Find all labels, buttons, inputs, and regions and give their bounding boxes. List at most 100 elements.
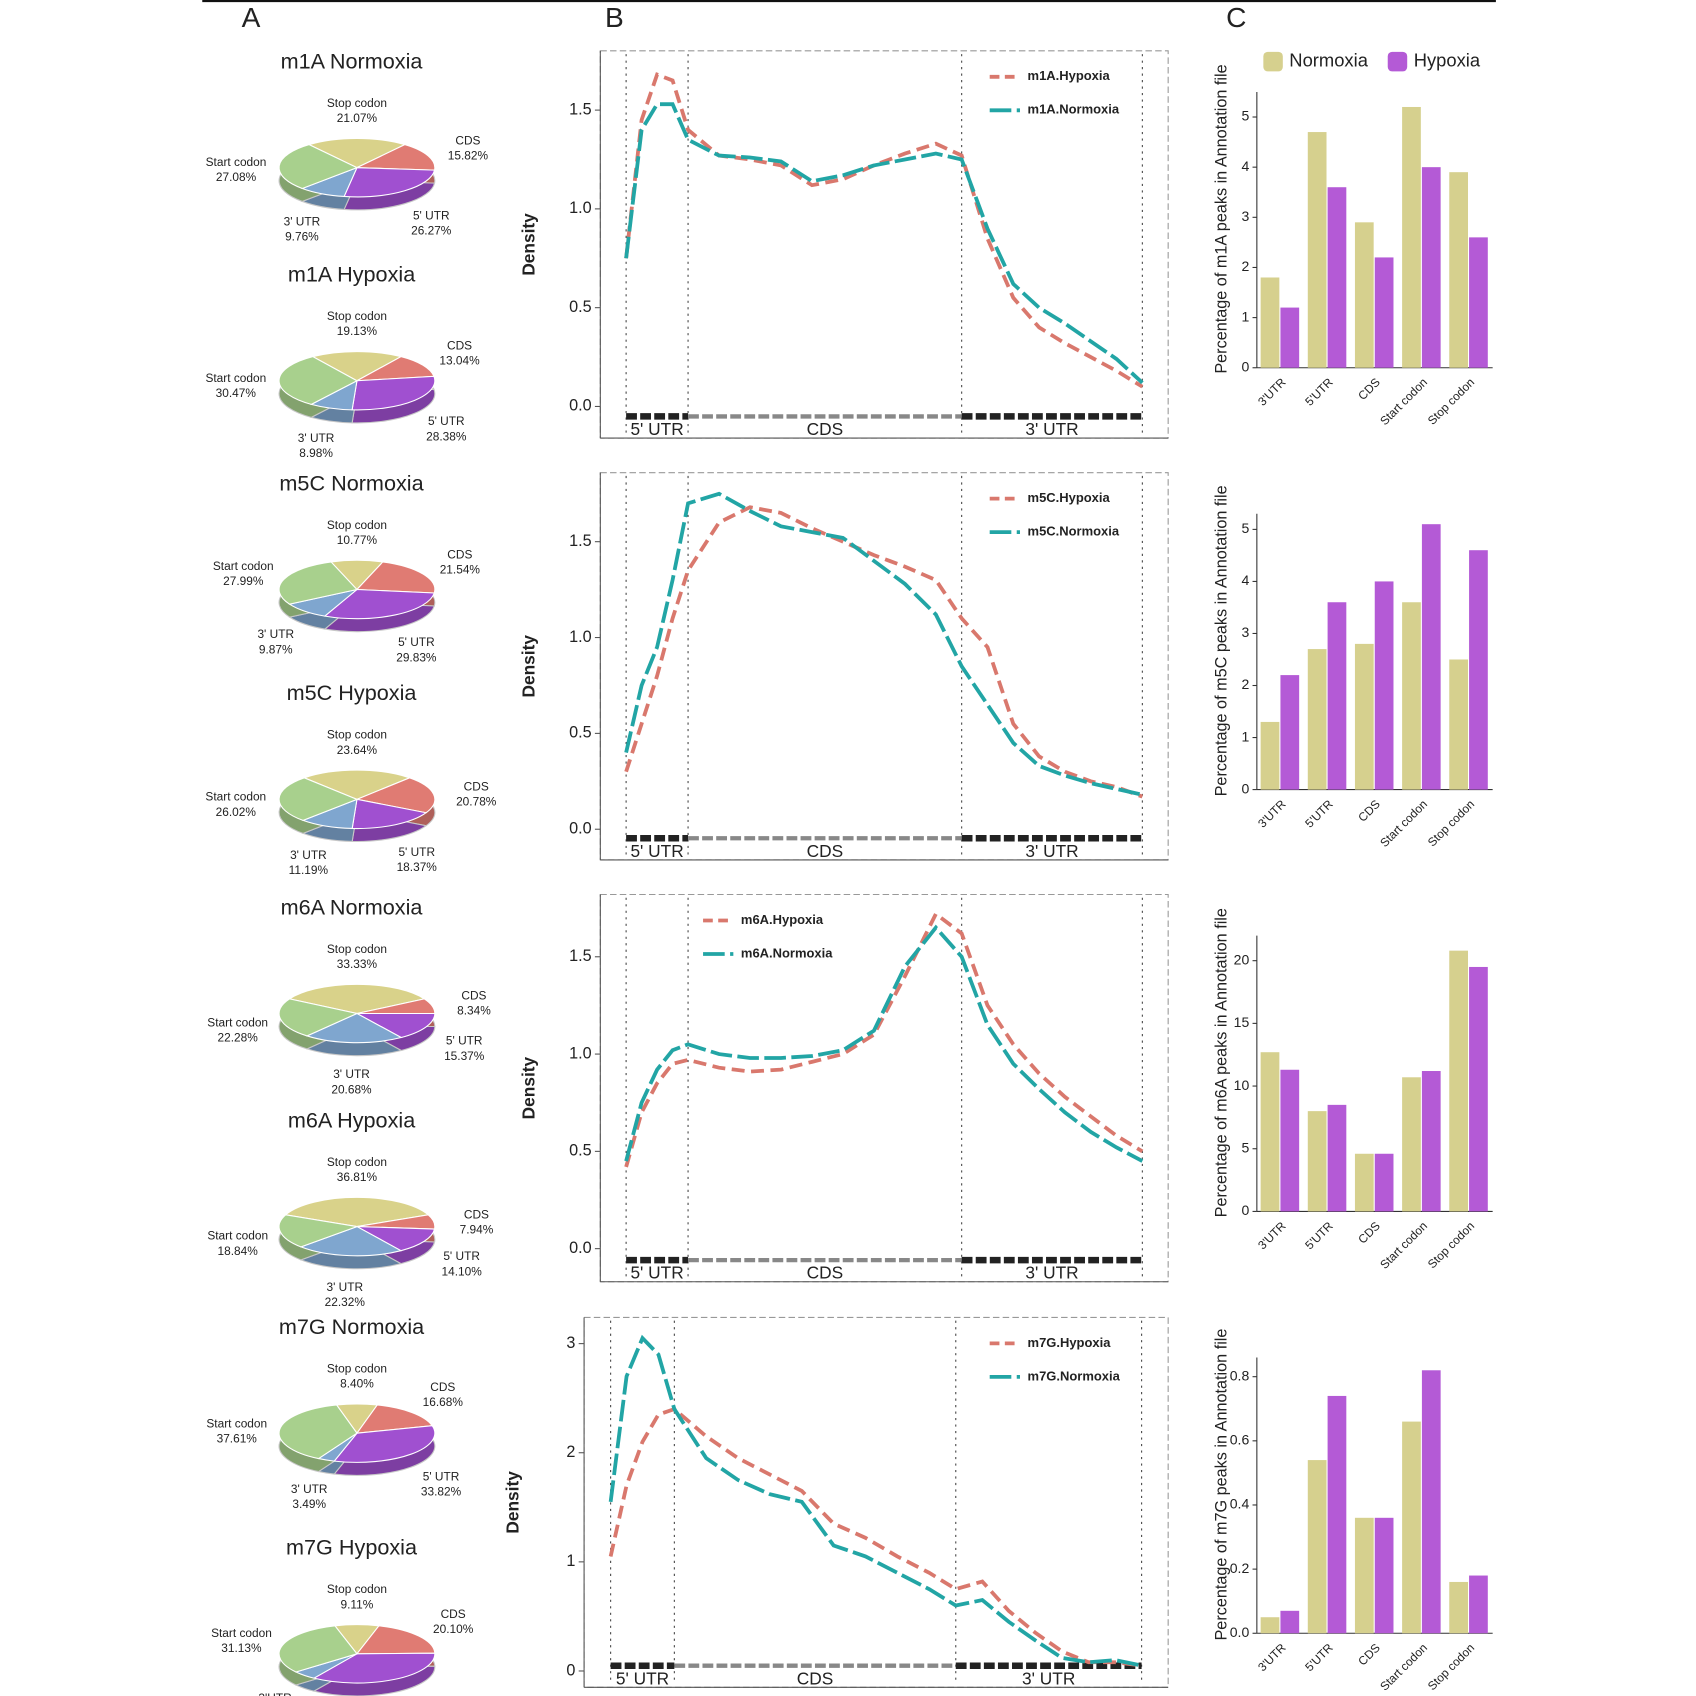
y-tick-label: 1 <box>1241 728 1249 744</box>
y-tick-label: 0.0 <box>569 820 592 838</box>
slice-label: CDS <box>441 1607 466 1621</box>
slice-value: 37.61% <box>217 1432 258 1446</box>
slice-value: 11.19% <box>289 863 329 877</box>
y-tick-label: 3 <box>1241 624 1249 640</box>
pie-slice <box>278 561 358 605</box>
bar <box>1280 1069 1300 1212</box>
slice-value: 15.82% <box>448 149 489 163</box>
pie-title: m7G Normoxia <box>279 1314 425 1339</box>
slice-label: 3' UTR <box>257 627 294 641</box>
slice-label: 3'UTR <box>258 1691 292 1696</box>
pie-slice <box>355 561 436 594</box>
bar <box>1421 167 1441 368</box>
slice-value: 8.40% <box>340 1377 374 1391</box>
y-tick-label: 1 <box>1241 308 1249 324</box>
legend-label: m5C.Hypoxia <box>1028 490 1111 505</box>
pie-slice <box>356 1012 436 1039</box>
bar <box>1421 1071 1441 1212</box>
region-label: 5' UTR <box>630 419 683 439</box>
slice-value: 33.33% <box>337 957 378 971</box>
slice-value: 28.38% <box>426 429 467 443</box>
legend-label: m7G.Normoxia <box>1028 1368 1121 1383</box>
bar <box>1327 1395 1347 1634</box>
y-tick-label: 0.5 <box>569 298 592 316</box>
slice-label: 5' UTR <box>398 635 435 649</box>
legend-label: Hypoxia <box>1414 50 1481 71</box>
slice-value: 20.68% <box>331 1082 372 1096</box>
slice-label: 3' UTR <box>326 1280 363 1294</box>
density-line <box>624 102 1144 385</box>
y-tick-label: 0.8 <box>1230 1367 1250 1383</box>
y-tick-label: 0 <box>1241 358 1249 374</box>
y-axis-title: Percentage of m1A peaks in Annotation fi… <box>1213 64 1231 373</box>
bar <box>1469 237 1488 368</box>
legend-label: m6A.Normoxia <box>741 945 833 960</box>
slice-value: 9.76% <box>285 230 319 244</box>
pie-title: m1A Hypoxia <box>288 262 416 287</box>
y-tick-label: 0.4 <box>1230 1496 1250 1512</box>
slice-value: 10.77% <box>337 533 378 547</box>
slice-label: 5' UTR <box>413 208 450 222</box>
bar <box>1449 1581 1468 1634</box>
pie-slice <box>333 1425 436 1463</box>
legend-swatch <box>1263 51 1283 72</box>
pie-slice <box>278 1404 358 1460</box>
y-tick-label: 4 <box>1241 158 1249 174</box>
slice-label: 5' UTR <box>423 1469 460 1483</box>
slice-label: CDS <box>461 988 486 1002</box>
bar <box>1354 222 1374 368</box>
pie-slice <box>355 777 436 814</box>
slice-label: Stop codon <box>327 1361 387 1375</box>
slice-value: 22.28% <box>218 1031 259 1045</box>
pie-slice <box>278 144 359 190</box>
panel-label: A <box>242 2 261 33</box>
region-label: 5' UTR <box>630 841 683 861</box>
slice-label: CDS <box>447 338 472 352</box>
y-tick-label: 20 <box>1234 951 1250 967</box>
density-line <box>608 1406 1142 1668</box>
pie-slice <box>278 1214 360 1248</box>
bar <box>1469 1575 1488 1634</box>
slice-label: Start codon <box>206 155 267 169</box>
slice-label: 3' UTR <box>291 1482 328 1496</box>
slice-value: 18.84% <box>218 1244 259 1258</box>
region-label: 3' UTR <box>1025 1263 1078 1283</box>
bar <box>1421 524 1441 790</box>
bar <box>1327 187 1347 368</box>
pie-slice <box>351 798 428 830</box>
slice-label: 3' UTR <box>333 1067 370 1081</box>
slice-value: 36.81% <box>337 1170 378 1184</box>
bar <box>1260 1617 1280 1634</box>
bar <box>1327 602 1347 790</box>
slice-label: Start codon <box>211 1626 272 1640</box>
pie-slice <box>356 1226 436 1252</box>
y-axis-title: Density <box>502 1471 522 1534</box>
bar <box>1449 950 1468 1212</box>
legend-label: Normoxia <box>1289 50 1368 71</box>
slice-value: 14.10% <box>441 1264 482 1278</box>
y-tick-label: 0 <box>1241 1202 1249 1218</box>
slice-label: CDS <box>455 134 480 148</box>
legend-label: m1A.Normoxia <box>1028 102 1120 117</box>
density-line <box>624 491 1143 797</box>
slice-label: 3' UTR <box>284 215 321 229</box>
slice-value: 27.99% <box>223 574 264 588</box>
bar <box>1280 307 1300 368</box>
slice-label: Stop codon <box>327 942 387 956</box>
y-tick-label: 1.5 <box>569 100 592 118</box>
pie-title: m5C Normoxia <box>279 470 424 495</box>
slice-value: 26.27% <box>411 223 452 237</box>
legend-swatch <box>1387 51 1408 72</box>
y-tick-label: 5 <box>1241 520 1249 536</box>
slice-label: Stop codon <box>327 96 387 110</box>
slice-value: 9.87% <box>259 642 293 656</box>
y-tick-label: 4 <box>1241 572 1249 588</box>
pie-title: m7G Hypoxia <box>286 1535 418 1560</box>
y-axis-title: Percentage of m5C peaks in Annotation fi… <box>1213 485 1231 796</box>
bar <box>1354 643 1374 790</box>
y-tick-label: 2 <box>1241 676 1249 692</box>
bar <box>1469 966 1488 1212</box>
bar <box>1307 1111 1327 1212</box>
slice-label: 3' UTR <box>298 431 335 445</box>
